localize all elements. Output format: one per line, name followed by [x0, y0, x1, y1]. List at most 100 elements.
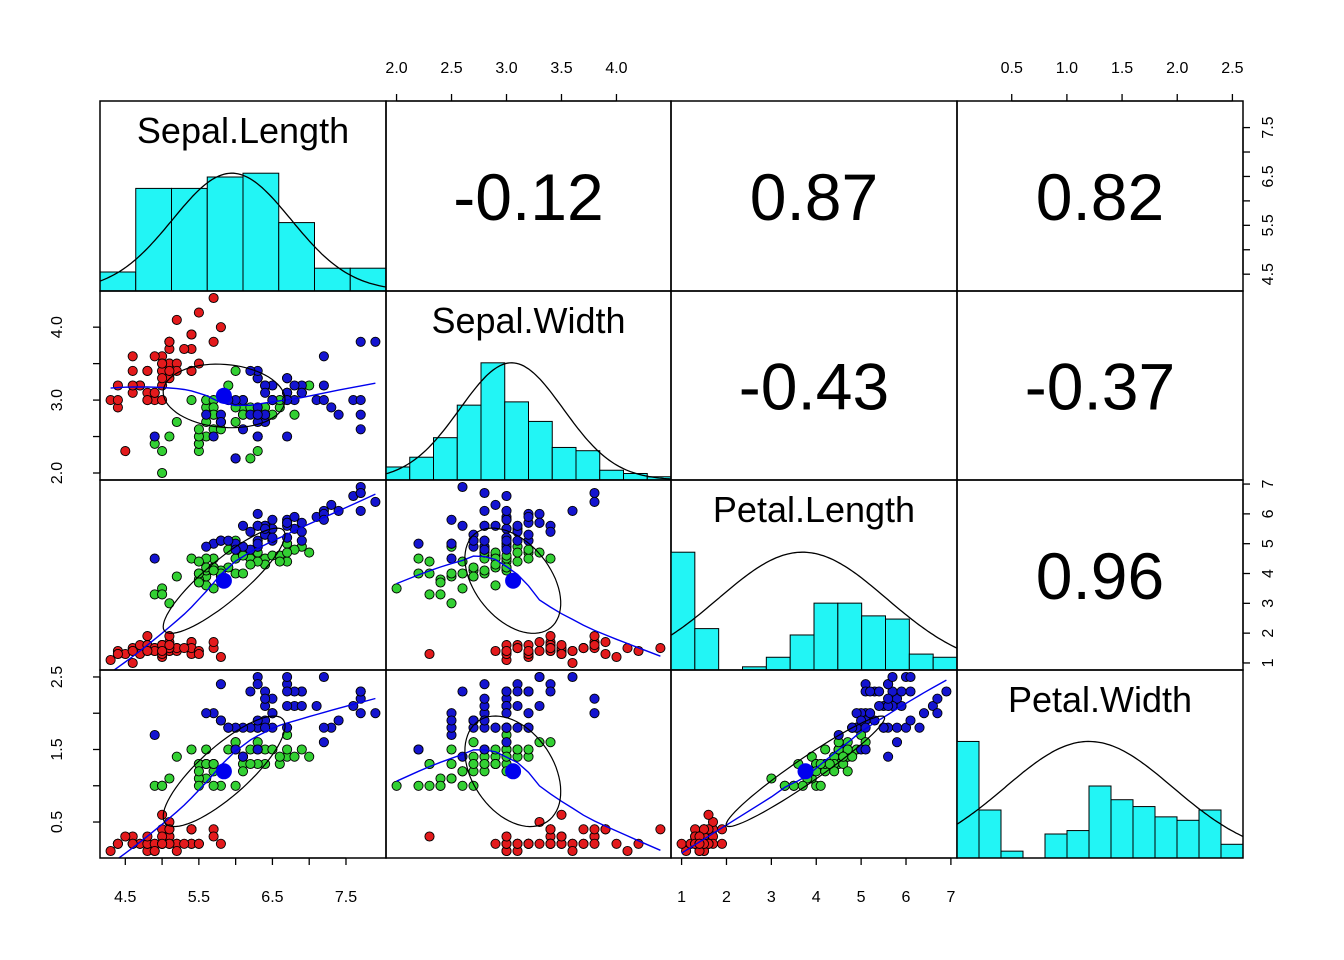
scatter-point [260, 387, 271, 398]
variable-name-label: Sepal.Length [137, 110, 349, 151]
centroid-marker [215, 763, 232, 780]
tick-label: 4.5 [1260, 263, 1277, 285]
scatter-point [918, 708, 930, 719]
scatter-point [479, 693, 490, 704]
tick-label: 1.0 [1056, 60, 1078, 77]
panel-2-0 [99, 479, 387, 671]
tick-label: 3.0 [495, 60, 517, 77]
scatter-point [468, 571, 479, 582]
scatter-point [523, 722, 534, 733]
scatter-point [318, 737, 329, 748]
scatter-point [501, 535, 512, 546]
tick-label: 4.0 [605, 60, 627, 77]
scatter-point [545, 737, 556, 748]
scatter-point [878, 722, 889, 733]
scatter-point [112, 395, 123, 406]
density-curve [671, 551, 957, 649]
scatter-point [479, 565, 490, 576]
tick-label: 2.5 [1221, 60, 1243, 77]
scatter-point [186, 744, 197, 755]
scatter-point [282, 671, 293, 683]
scatter-point [208, 758, 219, 770]
scatter-point [208, 831, 219, 842]
scatter-point [905, 715, 916, 726]
scatter-point [120, 446, 131, 457]
scatter-point [479, 535, 490, 546]
histogram-bar [575, 450, 601, 480]
histogram-bar [551, 446, 577, 480]
lowess-smooth-line [681, 679, 947, 854]
scatter-point [179, 343, 190, 355]
scatter-point [164, 773, 175, 784]
scatter-point [766, 773, 777, 784]
scatter-point [600, 648, 611, 660]
scatter-point [838, 751, 849, 762]
scatter-point [512, 643, 523, 654]
scatter-point [905, 686, 916, 697]
scatter-point [860, 744, 871, 755]
scatter-point [534, 517, 545, 528]
scatter-point [865, 686, 876, 697]
scatter-point [355, 708, 366, 719]
scatter-point [479, 758, 490, 770]
histogram-bar [1066, 830, 1090, 858]
centroid-marker [215, 572, 232, 589]
scatter-point [333, 409, 344, 420]
scatter-point [589, 631, 600, 642]
panel-2-3: 0.96 [956, 479, 1244, 671]
scatter-point [446, 553, 457, 564]
scatter-point [457, 686, 468, 697]
scatter-point [501, 686, 512, 697]
scatter-point [446, 773, 457, 784]
scatter-point [296, 744, 307, 755]
scatter-point [105, 845, 116, 857]
scatter-point [446, 715, 457, 726]
scatter-point [501, 514, 512, 525]
scatter-point [424, 556, 435, 567]
centroid-marker [505, 763, 522, 780]
scatter-point [851, 708, 862, 719]
scatter-point [545, 631, 556, 642]
centroid-marker [215, 387, 232, 404]
scatter-point [215, 651, 226, 663]
scatter-point [589, 496, 600, 507]
scatter-point [193, 307, 204, 318]
scatter-point [694, 838, 705, 849]
tick-label: 4 [812, 889, 821, 906]
scatter-point [186, 824, 197, 835]
scatter-point [578, 643, 589, 654]
scatter-point [501, 505, 512, 516]
scatter-point [797, 780, 808, 791]
scatter-point [157, 589, 168, 600]
histogram-bar [100, 271, 137, 291]
scatter-point [127, 657, 138, 669]
scatter-point [545, 686, 556, 697]
histogram-bar [278, 222, 315, 291]
scatter-point [311, 700, 322, 712]
scatter-point [370, 708, 381, 719]
scatter-point [282, 517, 293, 528]
scatter-point [208, 336, 219, 347]
scatter-point [413, 780, 424, 791]
histogram-bar [1110, 799, 1134, 858]
histogram-bar [1000, 850, 1024, 858]
scatter-point [490, 499, 501, 510]
variable-name-label: Sepal.Width [431, 300, 625, 341]
panel-1-1: Sepal.Width [385, 290, 672, 481]
scatter-point [413, 538, 424, 549]
scatter-point [237, 766, 249, 777]
scatter-point [523, 686, 534, 697]
scatter-point [556, 640, 567, 651]
scatter-point [304, 751, 315, 762]
tick-label: 3.5 [550, 60, 572, 77]
lowess-smooth-line [396, 555, 661, 657]
scatter-point [164, 824, 175, 835]
panel-0-3: 0.82 [956, 100, 1244, 292]
lowess-smooth-line [117, 697, 376, 858]
scatter-point [252, 679, 263, 690]
scatter-point [296, 387, 307, 398]
scatter-point [446, 538, 457, 549]
scatter-point [201, 409, 212, 420]
scatter-point [282, 547, 293, 558]
scatter-point [370, 336, 381, 347]
